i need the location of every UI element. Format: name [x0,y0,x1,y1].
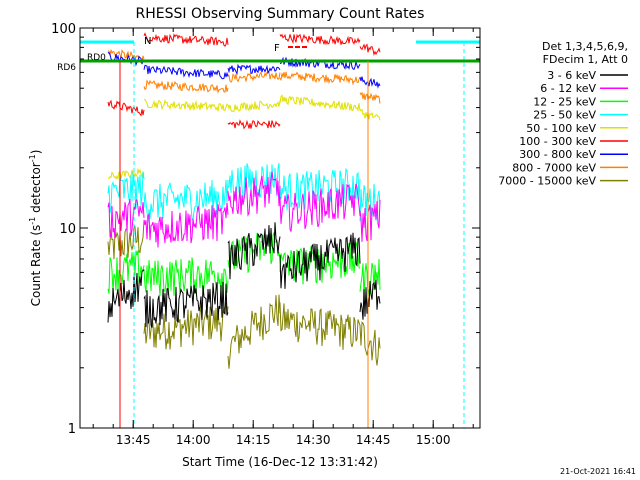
y-axis-label-part-1: Count Rate (s [29,225,43,307]
legend-label: 50 - 100 keV [526,122,596,135]
y-axis: 1 10 100 [51,22,480,437]
x-tick-label: 14:30 [296,433,331,447]
x-axis-label: Start Time (16-Dec-12 13:31:42) [182,455,378,469]
trace-6-12-kev [107,171,381,248]
x-tick-label: 14:15 [236,433,271,447]
x-axis: 13:45 14:00 14:15 14:30 14:45 15:00 [92,28,474,447]
plot-area: N F RD0 RD6 [57,27,481,429]
legend-label: 3 - 6 keV [547,69,596,82]
night-label: N [144,36,151,47]
trace-300-800-kev [107,51,381,89]
legend-label: 300 - 800 keV [519,148,596,161]
rd0-label: RD0 [87,53,106,63]
y-tick-label: 100 [51,22,76,37]
annotation-overlays: N F RD0 RD6 [57,36,480,428]
plot-frame [79,27,481,429]
legend-header-line-1: Det 1,3,4,5,6,9, [542,40,628,53]
rd6-label: RD6 [57,63,76,73]
legend: Det 1,3,4,5,6,9, FDecim 1, Att 0 3 - 6 k… [498,40,628,188]
legend-label: 25 - 50 keV [533,109,596,122]
y-axis-label-part-2: detector [29,162,43,217]
legend-label: 12 - 25 keV [533,95,596,108]
trace-50-100-kev [107,94,381,181]
trace-100-300-kev [107,32,381,130]
x-tick-label: 13:45 [116,433,151,447]
flare-label: F [274,43,280,54]
legend-label: 7000 - 15000 keV [498,175,596,188]
count-rate-traces [107,32,381,369]
y-tick-label: 1 [68,422,76,437]
trace-12-25-kev [107,231,381,299]
trace-3-6-kev [107,222,381,328]
legend-label: 100 - 300 keV [519,135,596,148]
x-tick-label: 15:00 [416,433,451,447]
y-axis-label-part-3: ) [29,150,43,155]
chart-title: RHESSI Observing Summary Count Rates [136,6,425,22]
y-axis-label-sup-2: -1 [28,154,37,162]
footer-date: 21-Oct-2021 16:41 [560,467,636,476]
y-axis-label: Count Rate (s-1 detector-1) [28,150,43,307]
trace-7000-15000-kev [107,220,381,369]
trace-800-7000-kev [107,48,381,104]
legend-label: 6 - 12 keV [540,82,596,95]
x-tick-label: 14:00 [176,433,211,447]
legend-label: 800 - 7000 keV [512,161,596,174]
legend-header-line-2: FDecim 1, Att 0 [543,53,628,66]
y-tick-label: 10 [59,222,76,237]
x-tick-label: 14:45 [356,433,391,447]
y-axis-label-sup-1: -1 [28,217,37,225]
